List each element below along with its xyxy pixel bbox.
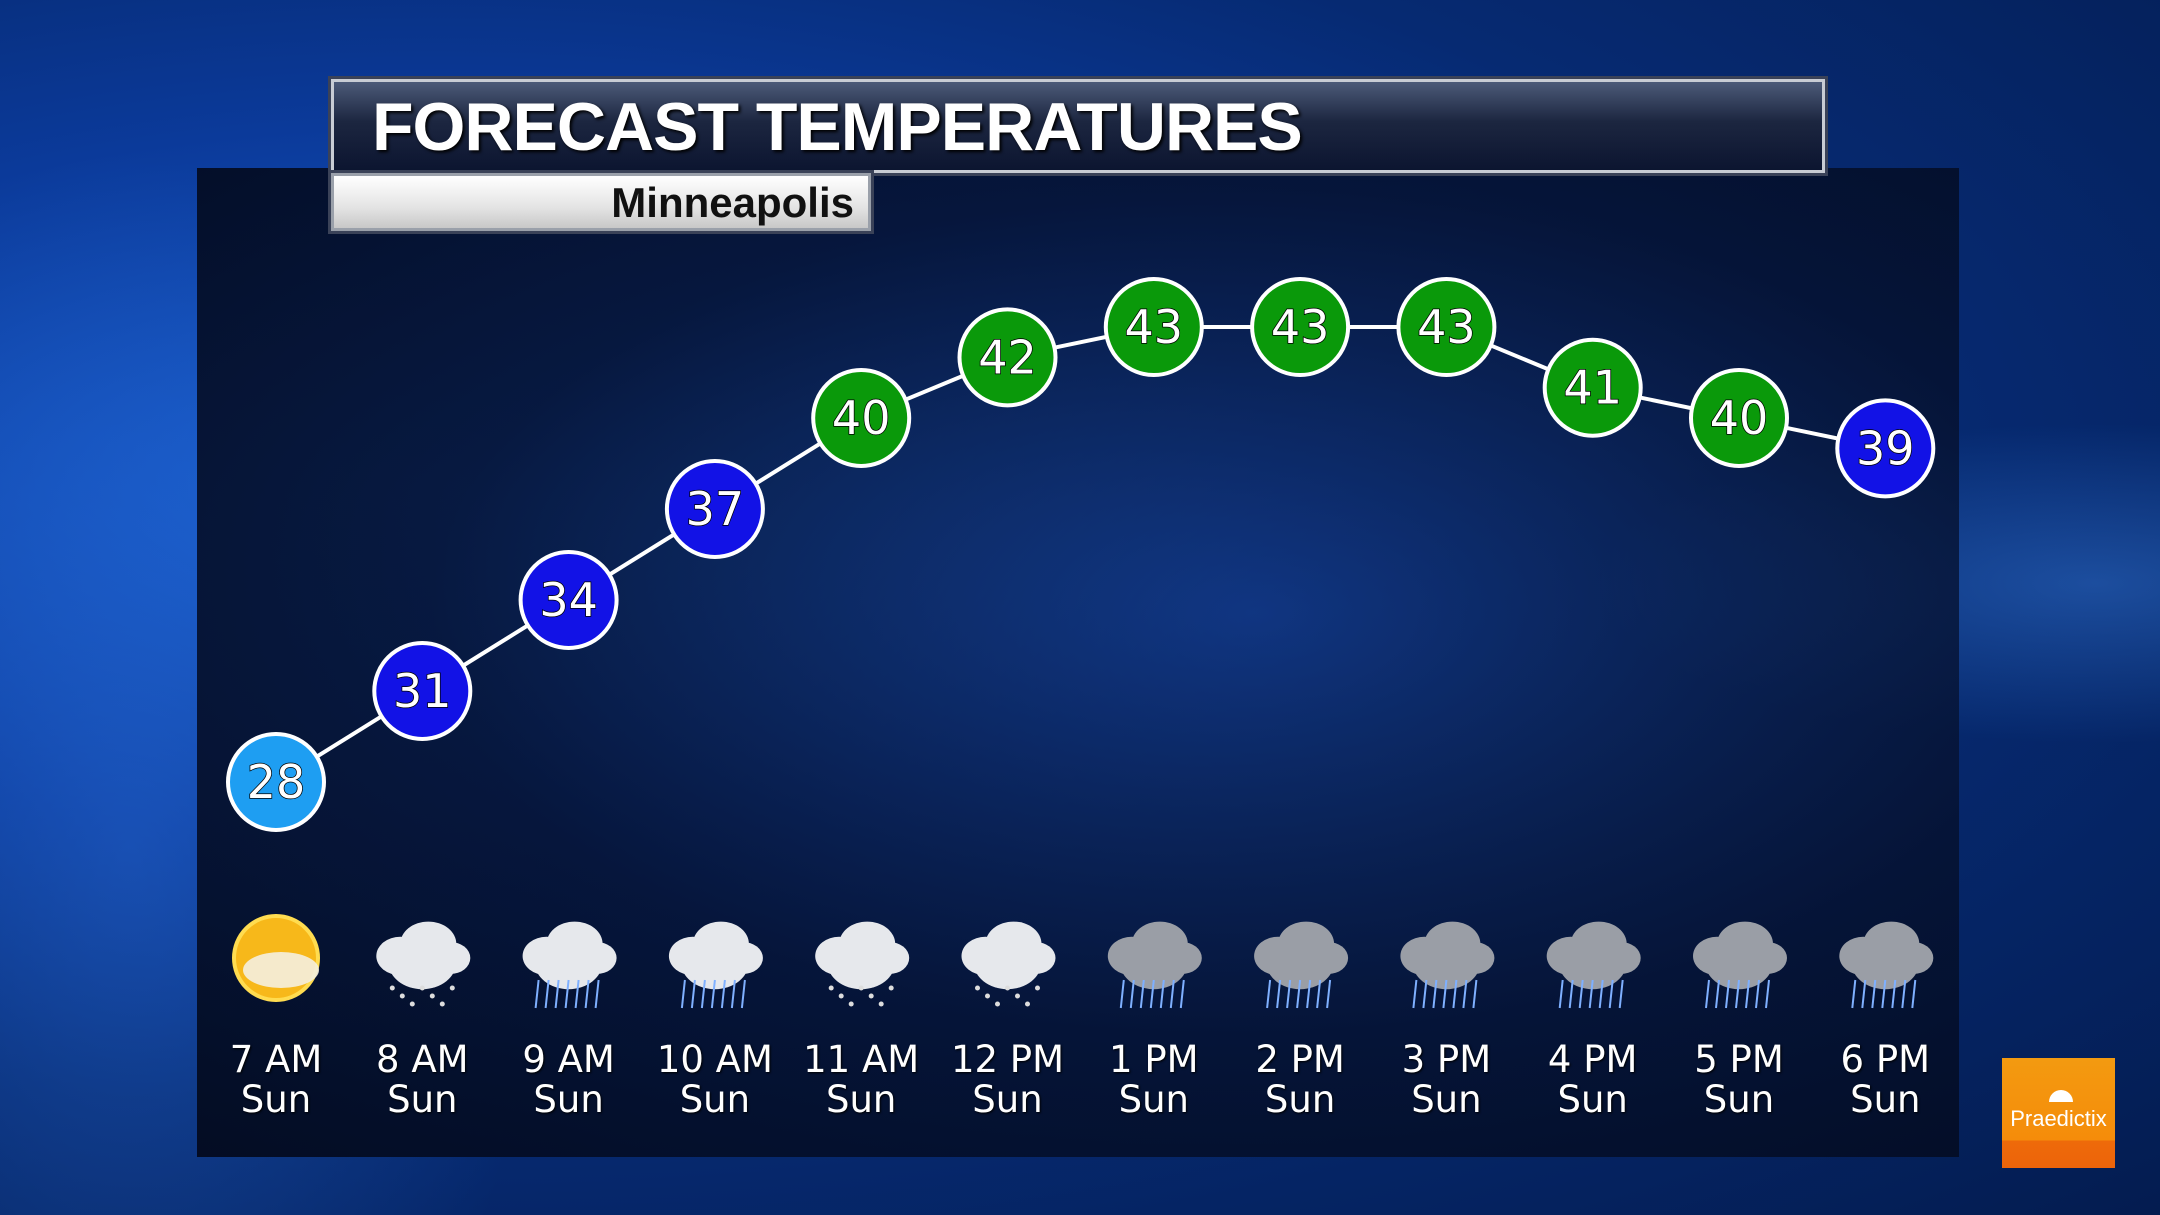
rain-icon: [1107, 921, 1202, 1009]
temperature-value: 34: [539, 573, 598, 627]
temperature-value: 40: [1710, 391, 1769, 445]
rain-icon: [1839, 921, 1934, 1009]
hour-label: 12 PM: [950, 1038, 1065, 1081]
day-label: Sun: [533, 1078, 604, 1121]
rain-icon: [1693, 921, 1787, 1009]
hour-label: 4 PM: [1547, 1038, 1638, 1081]
temperature-value: 40: [832, 391, 891, 445]
temperature-marker: 43: [1250, 277, 1351, 378]
temperature-value: 41: [1563, 361, 1622, 415]
time-label: 2 PM Sun: [1227, 1040, 1373, 1120]
marker-circle: [811, 368, 912, 469]
hour-label: 2 PM: [1255, 1038, 1345, 1081]
marker-circle: [226, 732, 326, 832]
time-label: 11 AM Sun: [788, 1040, 934, 1120]
day-label: Sun: [1557, 1078, 1628, 1121]
snow-flurries-icon: [376, 921, 471, 1007]
rain-icon: [668, 921, 763, 1009]
hour-label: 7 AM: [229, 1038, 323, 1081]
day-label: Sun: [1850, 1078, 1921, 1121]
hour-label: 6 PM: [1840, 1038, 1931, 1081]
temperature-marker: 43: [1103, 277, 1204, 378]
day-label: Sun: [679, 1078, 751, 1121]
day-label: Sun: [1703, 1078, 1775, 1121]
marker-circle: [1250, 277, 1351, 378]
temperature-marker: 31: [372, 641, 473, 742]
marker-circle: [372, 641, 473, 742]
marker-circle: [1103, 277, 1204, 378]
day-label: Sun: [387, 1078, 458, 1121]
temperature-marker: 41: [1542, 337, 1643, 438]
day-label: Sun: [1118, 1078, 1189, 1121]
temperature-marker: 37: [664, 459, 765, 560]
temperature-marker: 39: [1835, 398, 1936, 499]
rain-icon: [1546, 921, 1641, 1009]
hour-label: 3 PM: [1401, 1038, 1492, 1081]
temperature-value: 43: [1271, 300, 1330, 354]
temperature-marker: 43: [1396, 277, 1497, 378]
temperature-value: 37: [686, 482, 745, 536]
page-title: FORECAST TEMPERATURES: [372, 89, 1303, 165]
marker-circle: [1835, 398, 1936, 499]
marker-circle: [518, 550, 619, 651]
marker-circle: [1689, 368, 1789, 469]
marker-circle: [1542, 337, 1643, 438]
location-box: Minneapolis: [331, 173, 871, 231]
marker-circle: [957, 307, 1058, 408]
temperature-value: 31: [393, 664, 452, 718]
time-label: 3 PM Sun: [1373, 1040, 1519, 1120]
title-bar: FORECAST TEMPERATURES: [331, 79, 1825, 173]
temperature-marker: 40: [1689, 368, 1789, 469]
time-label: 10 AM Sun: [642, 1040, 788, 1120]
hour-label: 1 PM: [1109, 1038, 1199, 1081]
time-label: 8 AM Sun: [349, 1040, 495, 1120]
hour-label: 5 PM: [1694, 1038, 1784, 1081]
day-label: Sun: [972, 1078, 1043, 1121]
hour-label: 11 AM: [803, 1038, 920, 1081]
hour-label: 8 AM: [376, 1038, 469, 1081]
time-label: 6 PM Sun: [1812, 1040, 1958, 1120]
time-label: 5 PM Sun: [1666, 1040, 1812, 1120]
rain-icon: [1400, 921, 1495, 1009]
praedictix-logo: Praedictix: [2002, 1058, 2115, 1168]
day-label: Sun: [240, 1078, 312, 1121]
partly-sunny-icon: [232, 914, 320, 1002]
temperature-marker: 28: [226, 732, 326, 832]
time-label: 12 PM Sun: [935, 1040, 1081, 1120]
logo-text: Praedictix: [2010, 1106, 2107, 1131]
temperature-marker: 34: [518, 550, 619, 651]
chart-panel: [197, 168, 1959, 1157]
temperature-marker: 42: [957, 307, 1058, 408]
temperature-value: 28: [247, 755, 306, 809]
rain-snow-mix-icon: [961, 921, 1056, 1007]
rain-snow-mix-icon: [815, 921, 910, 1007]
hour-label: 10 AM: [656, 1038, 773, 1081]
umbrella-icon: [2049, 1090, 2073, 1102]
temperature-marker: 40: [811, 368, 912, 469]
location-label: Minneapolis: [611, 179, 854, 226]
temperature-value: 43: [1125, 300, 1184, 354]
rain-icon: [522, 921, 617, 1009]
temperature-value: 39: [1856, 421, 1915, 475]
day-label: Sun: [1411, 1078, 1482, 1121]
temperature-value: 42: [978, 330, 1037, 384]
time-label: 4 PM Sun: [1520, 1040, 1666, 1120]
time-label: 7 AM Sun: [203, 1040, 349, 1120]
temperature-value: 43: [1417, 300, 1476, 354]
time-label: 9 AM Sun: [496, 1040, 642, 1120]
hour-label: 9 AM: [522, 1038, 615, 1081]
rain-icon: [1254, 921, 1349, 1009]
time-label: 1 PM Sun: [1081, 1040, 1227, 1120]
marker-circle: [664, 459, 765, 560]
day-label: Sun: [1264, 1078, 1336, 1121]
marker-circle: [1396, 277, 1497, 378]
day-label: Sun: [825, 1078, 897, 1121]
